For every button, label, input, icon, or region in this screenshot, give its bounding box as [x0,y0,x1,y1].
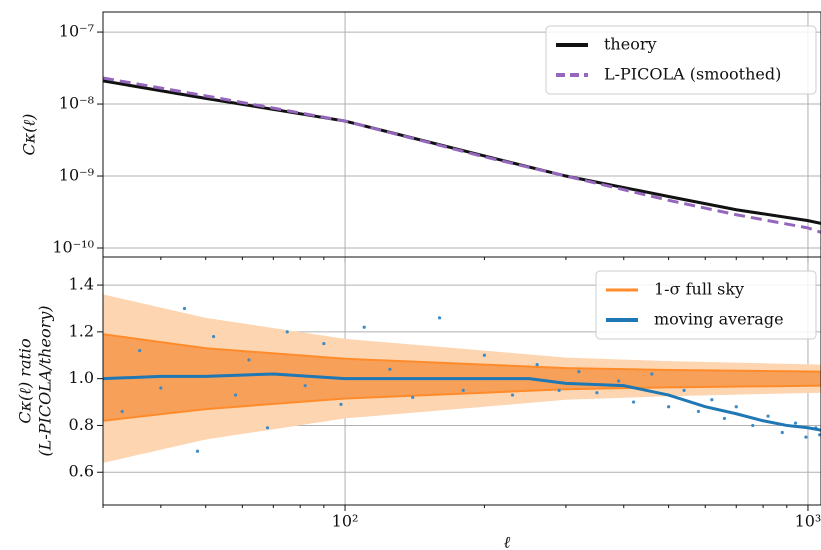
scatter-point [696,409,701,414]
scatter-point [818,433,821,437]
x-tick-label: 10² [332,512,359,531]
scatter-point [247,358,251,362]
legend-label: theory [604,35,657,54]
scatter-point [682,388,686,392]
y-tick-label: 10⁻⁹ [59,166,95,185]
scatter-point [233,393,238,397]
scatter-point [322,341,326,346]
band-edge [103,384,821,422]
scatter-point [159,386,163,390]
scatter-point [265,426,270,430]
y-tick-label: 10⁻⁸ [59,94,94,113]
scatter-point [722,416,727,421]
legend-label: moving average [654,310,784,329]
scatter-point [303,384,307,388]
scatter-point [510,393,515,397]
scatter-point [482,353,486,357]
y-tick-label: 0.6 [69,462,94,481]
scatter-point [793,421,798,425]
scatter-point [766,414,770,418]
scatter-point [120,409,124,414]
plot-area [103,257,821,505]
scatter-point [211,334,216,339]
legend-label: L-PICOLA (smoothed) [604,65,781,84]
scatter-point [631,400,636,404]
y-axis-label: Cκ(ℓ) ratio [16,338,35,423]
scatter-point [577,370,581,374]
scatter-point [388,367,392,371]
scatter-point [182,306,187,311]
y-axis-label: (L-PICOLA/theory) [36,305,55,456]
legend-label: 1-σ full sky [654,280,744,299]
scatter-point [650,372,654,376]
y-tick-label: 1.4 [69,275,94,294]
scatter-point [734,405,738,409]
legend-box [545,25,817,95]
scatter-point [780,430,784,435]
scatter-point [804,435,808,439]
scatter-point [195,449,200,453]
scatter-point [339,402,343,406]
line [103,79,821,225]
scatter-point [557,388,561,392]
scatter-point [751,423,755,428]
band-edge [103,333,821,373]
x-axis-label: ℓ [504,533,511,550]
y-tick-label: 1.2 [69,321,94,340]
scatter-point [617,379,621,383]
line [103,372,821,432]
y-tick-label: 0.8 [69,415,94,434]
y-tick-label: 10⁻¹⁰ [52,238,94,257]
scatter-point [535,363,539,367]
scatter-point [362,325,366,329]
scatter-point [411,395,415,399]
y-tick-label: 1.0 [69,368,94,387]
scatter-point [667,405,671,409]
legend-box [595,270,817,340]
y-axis-label: Cκ(ℓ) [20,114,39,156]
line [103,76,821,234]
scatter-point [710,398,714,402]
scatter-point [461,388,465,392]
scatter-point [437,316,442,320]
scatter-point [595,391,599,395]
scatter-point [138,348,142,353]
frame [102,256,821,506]
x-tick-label: 10³ [795,512,821,531]
scatter-point [285,330,289,334]
y-tick-label: 10⁻⁷ [59,22,94,41]
plot-area [103,12,821,257]
